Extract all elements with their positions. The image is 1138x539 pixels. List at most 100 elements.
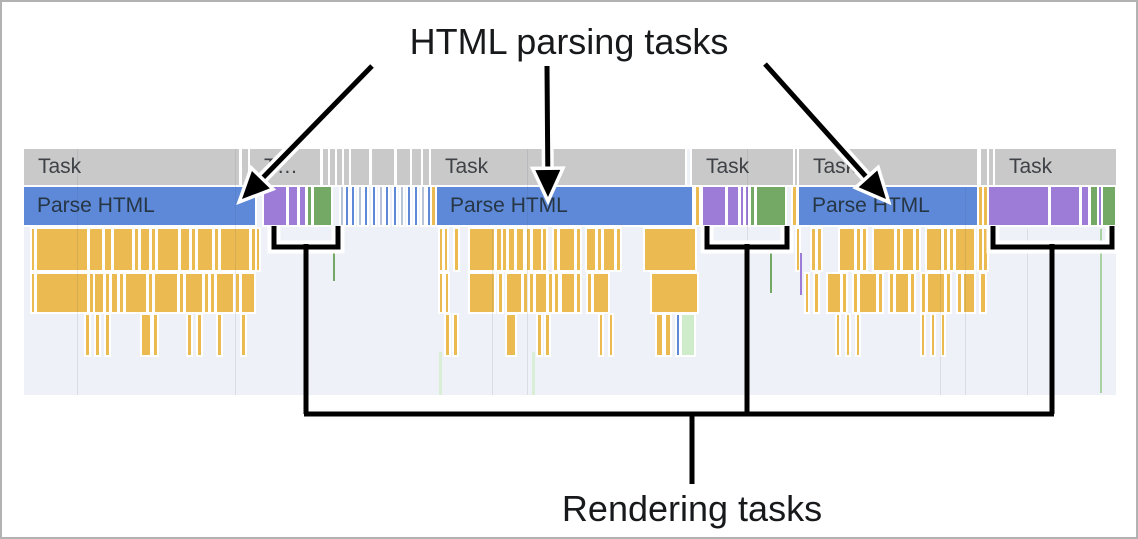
task-header-segment[interactable] bbox=[351, 149, 369, 185]
flame-bar-orange[interactable] bbox=[981, 274, 985, 312]
flame-bar-orange[interactable] bbox=[984, 229, 987, 270]
flame-bar-orange[interactable] bbox=[215, 229, 218, 270]
flame-bar-orange[interactable] bbox=[507, 315, 515, 355]
task-header-segment[interactable]: Task bbox=[431, 149, 685, 185]
flame-bar-orange[interactable] bbox=[126, 274, 146, 312]
flame-bar-orange[interactable] bbox=[181, 229, 189, 270]
flame-bar-orange[interactable] bbox=[847, 315, 849, 355]
task-header-segment[interactable] bbox=[412, 149, 426, 185]
parse-html-bar[interactable]: Parse HTML bbox=[24, 187, 255, 225]
flame-bar-orange[interactable] bbox=[141, 229, 149, 270]
flame-bar-orange[interactable] bbox=[432, 187, 435, 225]
flame-bar-lgreen[interactable] bbox=[682, 315, 694, 355]
flame-bar-purple[interactable] bbox=[1099, 187, 1102, 225]
flame-bar-orange[interactable] bbox=[843, 274, 846, 312]
flame-bar-orange[interactable] bbox=[979, 229, 982, 270]
flame-bar-orange[interactable] bbox=[950, 229, 953, 270]
task-header-segment[interactable]: Task bbox=[799, 149, 977, 185]
flame-bar-orange[interactable] bbox=[533, 229, 541, 270]
flame-bar-orange[interactable] bbox=[604, 229, 614, 270]
flame-bar-orange[interactable] bbox=[594, 274, 608, 312]
flame-bar-orange[interactable] bbox=[696, 187, 699, 225]
flame-bar-orange[interactable] bbox=[188, 315, 191, 355]
flame-bar-orange[interactable] bbox=[879, 274, 882, 312]
flame-bar-purple[interactable] bbox=[1051, 187, 1079, 225]
flame-bar-orange[interactable] bbox=[37, 229, 87, 270]
flame-bar-orange[interactable] bbox=[797, 229, 799, 270]
flame-bar-orange[interactable] bbox=[192, 229, 195, 270]
flame-bar-orange[interactable] bbox=[828, 274, 840, 312]
flame-bar-orange[interactable] bbox=[979, 187, 982, 225]
flame-bar-orange[interactable] bbox=[555, 274, 558, 312]
flame-bar-purple[interactable] bbox=[264, 187, 286, 225]
flame-bar-purple[interactable] bbox=[741, 187, 743, 225]
task-header-segment[interactable]: Task bbox=[995, 149, 1116, 185]
flame-bar-orange[interactable] bbox=[217, 274, 233, 312]
flame-bar-orange[interactable] bbox=[454, 315, 457, 355]
flame-bar-orange[interactable] bbox=[600, 315, 602, 355]
flame-bar-orange[interactable] bbox=[470, 229, 494, 270]
flame-bar-orange[interactable] bbox=[114, 229, 132, 270]
flame-bar-orange[interactable] bbox=[96, 315, 99, 355]
flame-bar-orange[interactable] bbox=[112, 274, 117, 312]
flame-bar-orange[interactable] bbox=[236, 274, 239, 312]
flame-bar-orange[interactable] bbox=[242, 274, 254, 312]
flame-bar-orange[interactable] bbox=[470, 274, 494, 312]
flame-bar-green[interactable] bbox=[751, 187, 754, 225]
flame-bar-orange[interactable] bbox=[86, 315, 89, 355]
flame-bar-orange[interactable] bbox=[657, 315, 662, 355]
flame-bar-orange[interactable] bbox=[536, 274, 546, 312]
flame-bar-orange[interactable] bbox=[806, 274, 808, 312]
flame-bar-orange[interactable] bbox=[530, 274, 533, 312]
flame-bar-orange[interactable] bbox=[554, 229, 557, 270]
flame-bar-purple[interactable] bbox=[1082, 187, 1088, 225]
task-header-segment[interactable]: T… bbox=[250, 149, 320, 185]
flame-bar-orange[interactable] bbox=[922, 274, 925, 312]
flame-bar-orange[interactable] bbox=[105, 229, 111, 270]
flame-bar-orange[interactable] bbox=[549, 274, 552, 312]
flame-bar-orange[interactable] bbox=[942, 315, 944, 355]
flame-bar-blue[interactable] bbox=[428, 187, 430, 225]
flame-bar-orange[interactable] bbox=[509, 229, 514, 270]
flame-bar-orange[interactable] bbox=[158, 229, 178, 270]
flame-bar-orange[interactable] bbox=[927, 229, 941, 270]
flame-bar-orange[interactable] bbox=[186, 274, 202, 312]
flame-bar-blue[interactable] bbox=[415, 187, 417, 225]
flame-bar-orange[interactable] bbox=[890, 274, 893, 312]
flame-bar-orange[interactable] bbox=[149, 274, 152, 312]
flame-bar-orange[interactable] bbox=[793, 187, 796, 225]
flame-bar-orange[interactable] bbox=[543, 229, 546, 270]
flame-bar-orange[interactable] bbox=[874, 229, 894, 270]
flame-bar-orange[interactable] bbox=[135, 229, 138, 270]
flame-bar-gslv[interactable] bbox=[359, 187, 361, 225]
flame-bar-purple[interactable] bbox=[989, 187, 1048, 225]
flame-bar-orange[interactable] bbox=[652, 274, 697, 312]
flame-bar-orange[interactable] bbox=[857, 229, 860, 270]
flame-bar-orange[interactable] bbox=[527, 229, 530, 270]
flame-bar-orange[interactable] bbox=[956, 229, 974, 270]
flame-bar-orange[interactable] bbox=[198, 229, 212, 270]
flame-bar-orange[interactable] bbox=[860, 274, 876, 312]
flame-bar-orange[interactable] bbox=[524, 274, 527, 312]
flame-bar-orange[interactable] bbox=[944, 229, 947, 270]
task-header-segment[interactable] bbox=[397, 149, 411, 185]
flame-bar-purple[interactable] bbox=[300, 187, 305, 225]
flame-bar-gslv[interactable] bbox=[380, 187, 382, 225]
flame-bar-orange[interactable] bbox=[517, 229, 523, 270]
flame-bar-orange[interactable] bbox=[445, 229, 447, 270]
flame-bar-orange[interactable] bbox=[154, 315, 157, 355]
flame-bar-orange[interactable] bbox=[142, 315, 150, 355]
flame-bar-orange[interactable] bbox=[896, 274, 908, 312]
flame-bar-orange[interactable] bbox=[497, 229, 501, 270]
flame-bar-orange[interactable] bbox=[32, 229, 34, 270]
flame-bar-orange[interactable] bbox=[922, 315, 924, 355]
flame-bar-orange[interactable] bbox=[928, 274, 944, 312]
flame-bar-orange[interactable] bbox=[90, 229, 102, 270]
flame-bar-orange[interactable] bbox=[106, 274, 109, 312]
flame-bar-orange[interactable] bbox=[562, 274, 574, 312]
flame-bar-orange[interactable] bbox=[610, 315, 612, 355]
flame-bar-orange[interactable] bbox=[577, 229, 580, 270]
flame-bar-blue[interactable] bbox=[373, 187, 375, 225]
flame-bar-orange[interactable] bbox=[155, 274, 177, 312]
flame-bar-orange[interactable] bbox=[205, 274, 208, 312]
